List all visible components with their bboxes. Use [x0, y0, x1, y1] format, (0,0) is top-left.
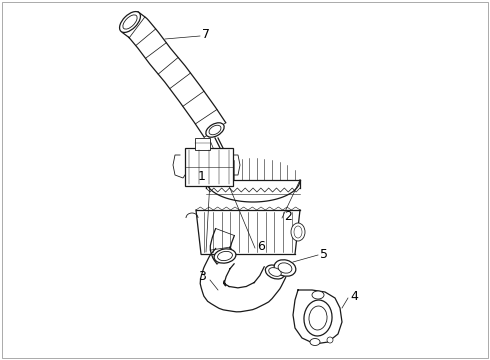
- Ellipse shape: [312, 291, 324, 299]
- Ellipse shape: [214, 249, 236, 263]
- FancyBboxPatch shape: [185, 148, 233, 186]
- Ellipse shape: [209, 125, 221, 135]
- Ellipse shape: [123, 15, 137, 29]
- Ellipse shape: [327, 337, 333, 343]
- Ellipse shape: [269, 267, 281, 276]
- Ellipse shape: [310, 338, 320, 346]
- Ellipse shape: [291, 223, 305, 241]
- Ellipse shape: [278, 263, 292, 273]
- FancyBboxPatch shape: [195, 138, 210, 150]
- Text: 4: 4: [350, 289, 358, 302]
- Ellipse shape: [218, 251, 232, 261]
- Ellipse shape: [206, 123, 224, 137]
- Text: 6: 6: [257, 240, 265, 253]
- Ellipse shape: [309, 306, 327, 330]
- Ellipse shape: [294, 226, 302, 238]
- Text: 7: 7: [202, 27, 210, 40]
- Text: 5: 5: [320, 248, 328, 261]
- Text: 1: 1: [198, 170, 206, 183]
- Ellipse shape: [120, 12, 141, 32]
- Text: 2: 2: [284, 211, 292, 224]
- Ellipse shape: [266, 265, 285, 279]
- Ellipse shape: [274, 260, 296, 276]
- Ellipse shape: [304, 300, 332, 336]
- Text: 3: 3: [198, 270, 206, 283]
